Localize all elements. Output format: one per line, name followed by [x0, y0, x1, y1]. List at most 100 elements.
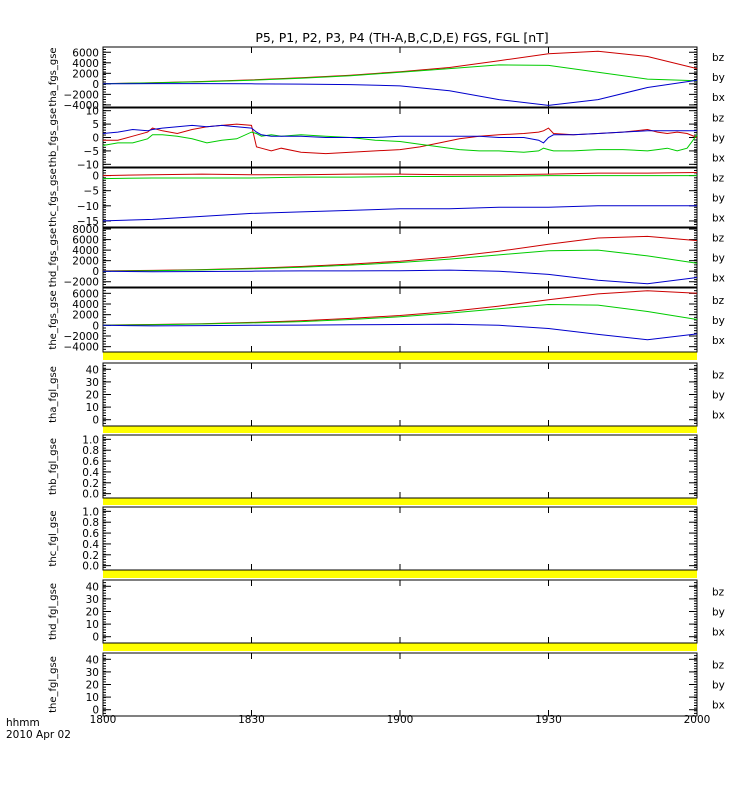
- panel-3: 0 −5 −10 −15 thc_fgs_gse bz by bx: [48, 167, 725, 228]
- data-gap-bar-1: [103, 352, 697, 360]
- legend-bx: bx: [712, 410, 725, 422]
- y-tick-label: 0.8: [82, 445, 99, 457]
- series-line-bx: [102, 269, 698, 285]
- legend-bz: bz: [712, 173, 725, 185]
- y-tick-label: 20: [86, 390, 99, 402]
- y-tick-label: 5: [92, 119, 99, 131]
- y-tick-label: 2000: [72, 310, 99, 322]
- y-tick-label: −5: [84, 186, 99, 198]
- legend-by: by: [712, 72, 725, 84]
- series-line-by: [102, 249, 698, 272]
- legend-by: by: [712, 193, 725, 205]
- legend-bx: bx: [712, 213, 725, 225]
- y-tick-label: 0: [92, 171, 99, 183]
- series-line-bx: [102, 205, 697, 222]
- y-tick-label: 0: [92, 79, 99, 91]
- series-line-bz: [102, 50, 698, 85]
- y-tick-label: 0: [92, 133, 99, 145]
- legend-bz: bz: [712, 52, 725, 64]
- legend-bz: bz: [712, 587, 725, 599]
- y-axis-label: tha_fgl_gse: [48, 366, 59, 423]
- y-tick-label: 10: [86, 402, 99, 414]
- series-line-bz: [102, 172, 698, 177]
- y-tick-label: 30: [86, 594, 99, 606]
- y-tick-label: 10: [86, 692, 99, 704]
- y-tick-label: −10: [77, 159, 99, 171]
- series-line-bz: [102, 290, 698, 326]
- legend-bx: bx: [712, 700, 725, 712]
- y-tick-label: 40: [86, 364, 99, 376]
- legend-bz: bz: [712, 113, 725, 125]
- series-line-by: [102, 303, 698, 326]
- data-gap-bar-2: [103, 426, 697, 433]
- series-line-by: [102, 64, 698, 85]
- y-tick-label: 0: [92, 320, 99, 332]
- y-axis-label: thd_fgs_gse: [48, 228, 59, 287]
- y-axis-label: thb_fgl_gse: [48, 438, 59, 495]
- data-gap-bar-4: [103, 570, 697, 578]
- y-tick-label: 0.4: [82, 467, 99, 479]
- y-tick-label: 2000: [72, 256, 99, 268]
- legend-by: by: [712, 253, 725, 265]
- panel-frame: [102, 506, 698, 571]
- y-tick-label: −2000: [63, 331, 99, 343]
- legend-by: by: [712, 607, 725, 619]
- y-tick-label: 1.0: [82, 434, 99, 446]
- y-tick-label: 10: [86, 619, 99, 631]
- y-tick-label: 4000: [72, 245, 99, 257]
- panel-7: 1.00.80.60.40.20.0 thb_fgl_gse: [48, 434, 698, 501]
- figure-title: P5, P1, P2, P3, P4 (TH-A,B,C,D,E) FGS, F…: [255, 30, 548, 45]
- legend-bx: bx: [712, 273, 725, 285]
- x-tick-label: 1930: [535, 714, 562, 726]
- series-line-bx: [102, 79, 698, 106]
- y-tick-label: 0: [92, 632, 99, 644]
- y-axis-label: thc_fgs_gse: [48, 168, 59, 227]
- data-gap-bar-5: [103, 643, 697, 651]
- legend-by: by: [712, 680, 725, 692]
- y-tick-label: 6000: [72, 288, 99, 300]
- y-tick-label: 10: [86, 106, 99, 118]
- legend-bx: bx: [712, 335, 725, 347]
- panel-frame: [102, 434, 698, 499]
- y-tick-label: 20: [86, 607, 99, 619]
- y-tick-label: −4000: [63, 100, 99, 112]
- panel-frame: [102, 287, 698, 353]
- legend-bz: bz: [712, 295, 725, 307]
- panel-frame: [102, 227, 698, 288]
- series-line-by: [102, 131, 698, 153]
- panel-frame: [102, 652, 698, 717]
- y-tick-label: 30: [86, 667, 99, 679]
- y-tick-label: 0.8: [82, 517, 99, 529]
- y-tick-label: 0.4: [82, 539, 99, 551]
- x-axis-label-hhmm: hhmm: [6, 717, 40, 729]
- x-tick-label: 2000: [684, 714, 711, 726]
- x-axis-label-date: 2010 Apr 02: [6, 729, 71, 741]
- panel-frame: [102, 362, 698, 427]
- y-tick-label: 8000: [72, 224, 99, 236]
- y-tick-label: 6000: [72, 47, 99, 59]
- legend-bz: bz: [712, 660, 725, 672]
- legend-bz: bz: [712, 233, 725, 245]
- y-tick-label: 2000: [72, 68, 99, 80]
- y-tick-label: 0: [92, 705, 99, 717]
- y-tick-label: 4000: [72, 299, 99, 311]
- panel-frame: [102, 46, 698, 108]
- legend-bz: bz: [712, 370, 725, 382]
- y-axis-label: the_fgl_gse: [48, 656, 59, 713]
- legend-bx: bx: [712, 92, 725, 104]
- time-axis: hhmm 2010 Apr 02 1800 1830 1900 1930 2000: [6, 714, 710, 741]
- legend-by: by: [712, 390, 725, 402]
- y-axis-label: thc_fgl_gse: [48, 510, 59, 566]
- y-tick-label: 40: [86, 581, 99, 593]
- panel-2: 105 0−5−10 thb_fgs_gse bz by bx: [48, 106, 725, 172]
- y-tick-label: 40: [86, 654, 99, 666]
- legend-bx: bx: [712, 153, 725, 165]
- panel-frame: [102, 107, 698, 168]
